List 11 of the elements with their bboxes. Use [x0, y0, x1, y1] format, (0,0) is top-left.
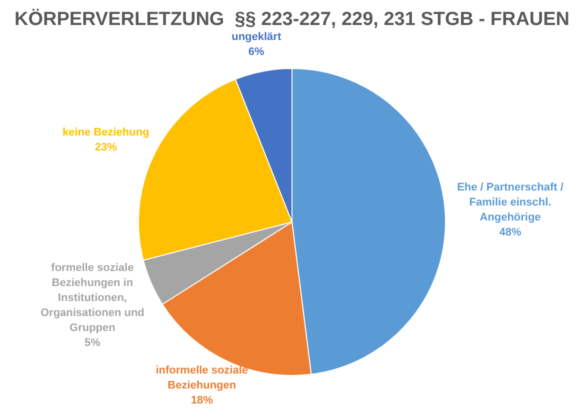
data-label: 6%	[248, 46, 265, 58]
slice-label: keine Beziehung	[62, 126, 150, 139]
data-label: 48%	[499, 226, 522, 238]
slice-label: ungeklärt	[232, 31, 282, 44]
data-label: 18%	[190, 394, 214, 407]
slice-label: Ehe / Partnerschaft / Familie einschl. Angehörige	[457, 181, 564, 224]
chart-title: KÖRPERVERLETZUNG §§ 223-227, 229, 231 STGB - FRAUEN	[14, 8, 570, 30]
data-label: 5%	[84, 337, 101, 350]
slice-label: formelle soziale Beziehungen in Institutionen, Organisationen und Gruppen	[40, 262, 144, 334]
slice-label: informelle soziale Beziehungen	[156, 364, 248, 392]
data-label: 23%	[94, 142, 118, 154]
